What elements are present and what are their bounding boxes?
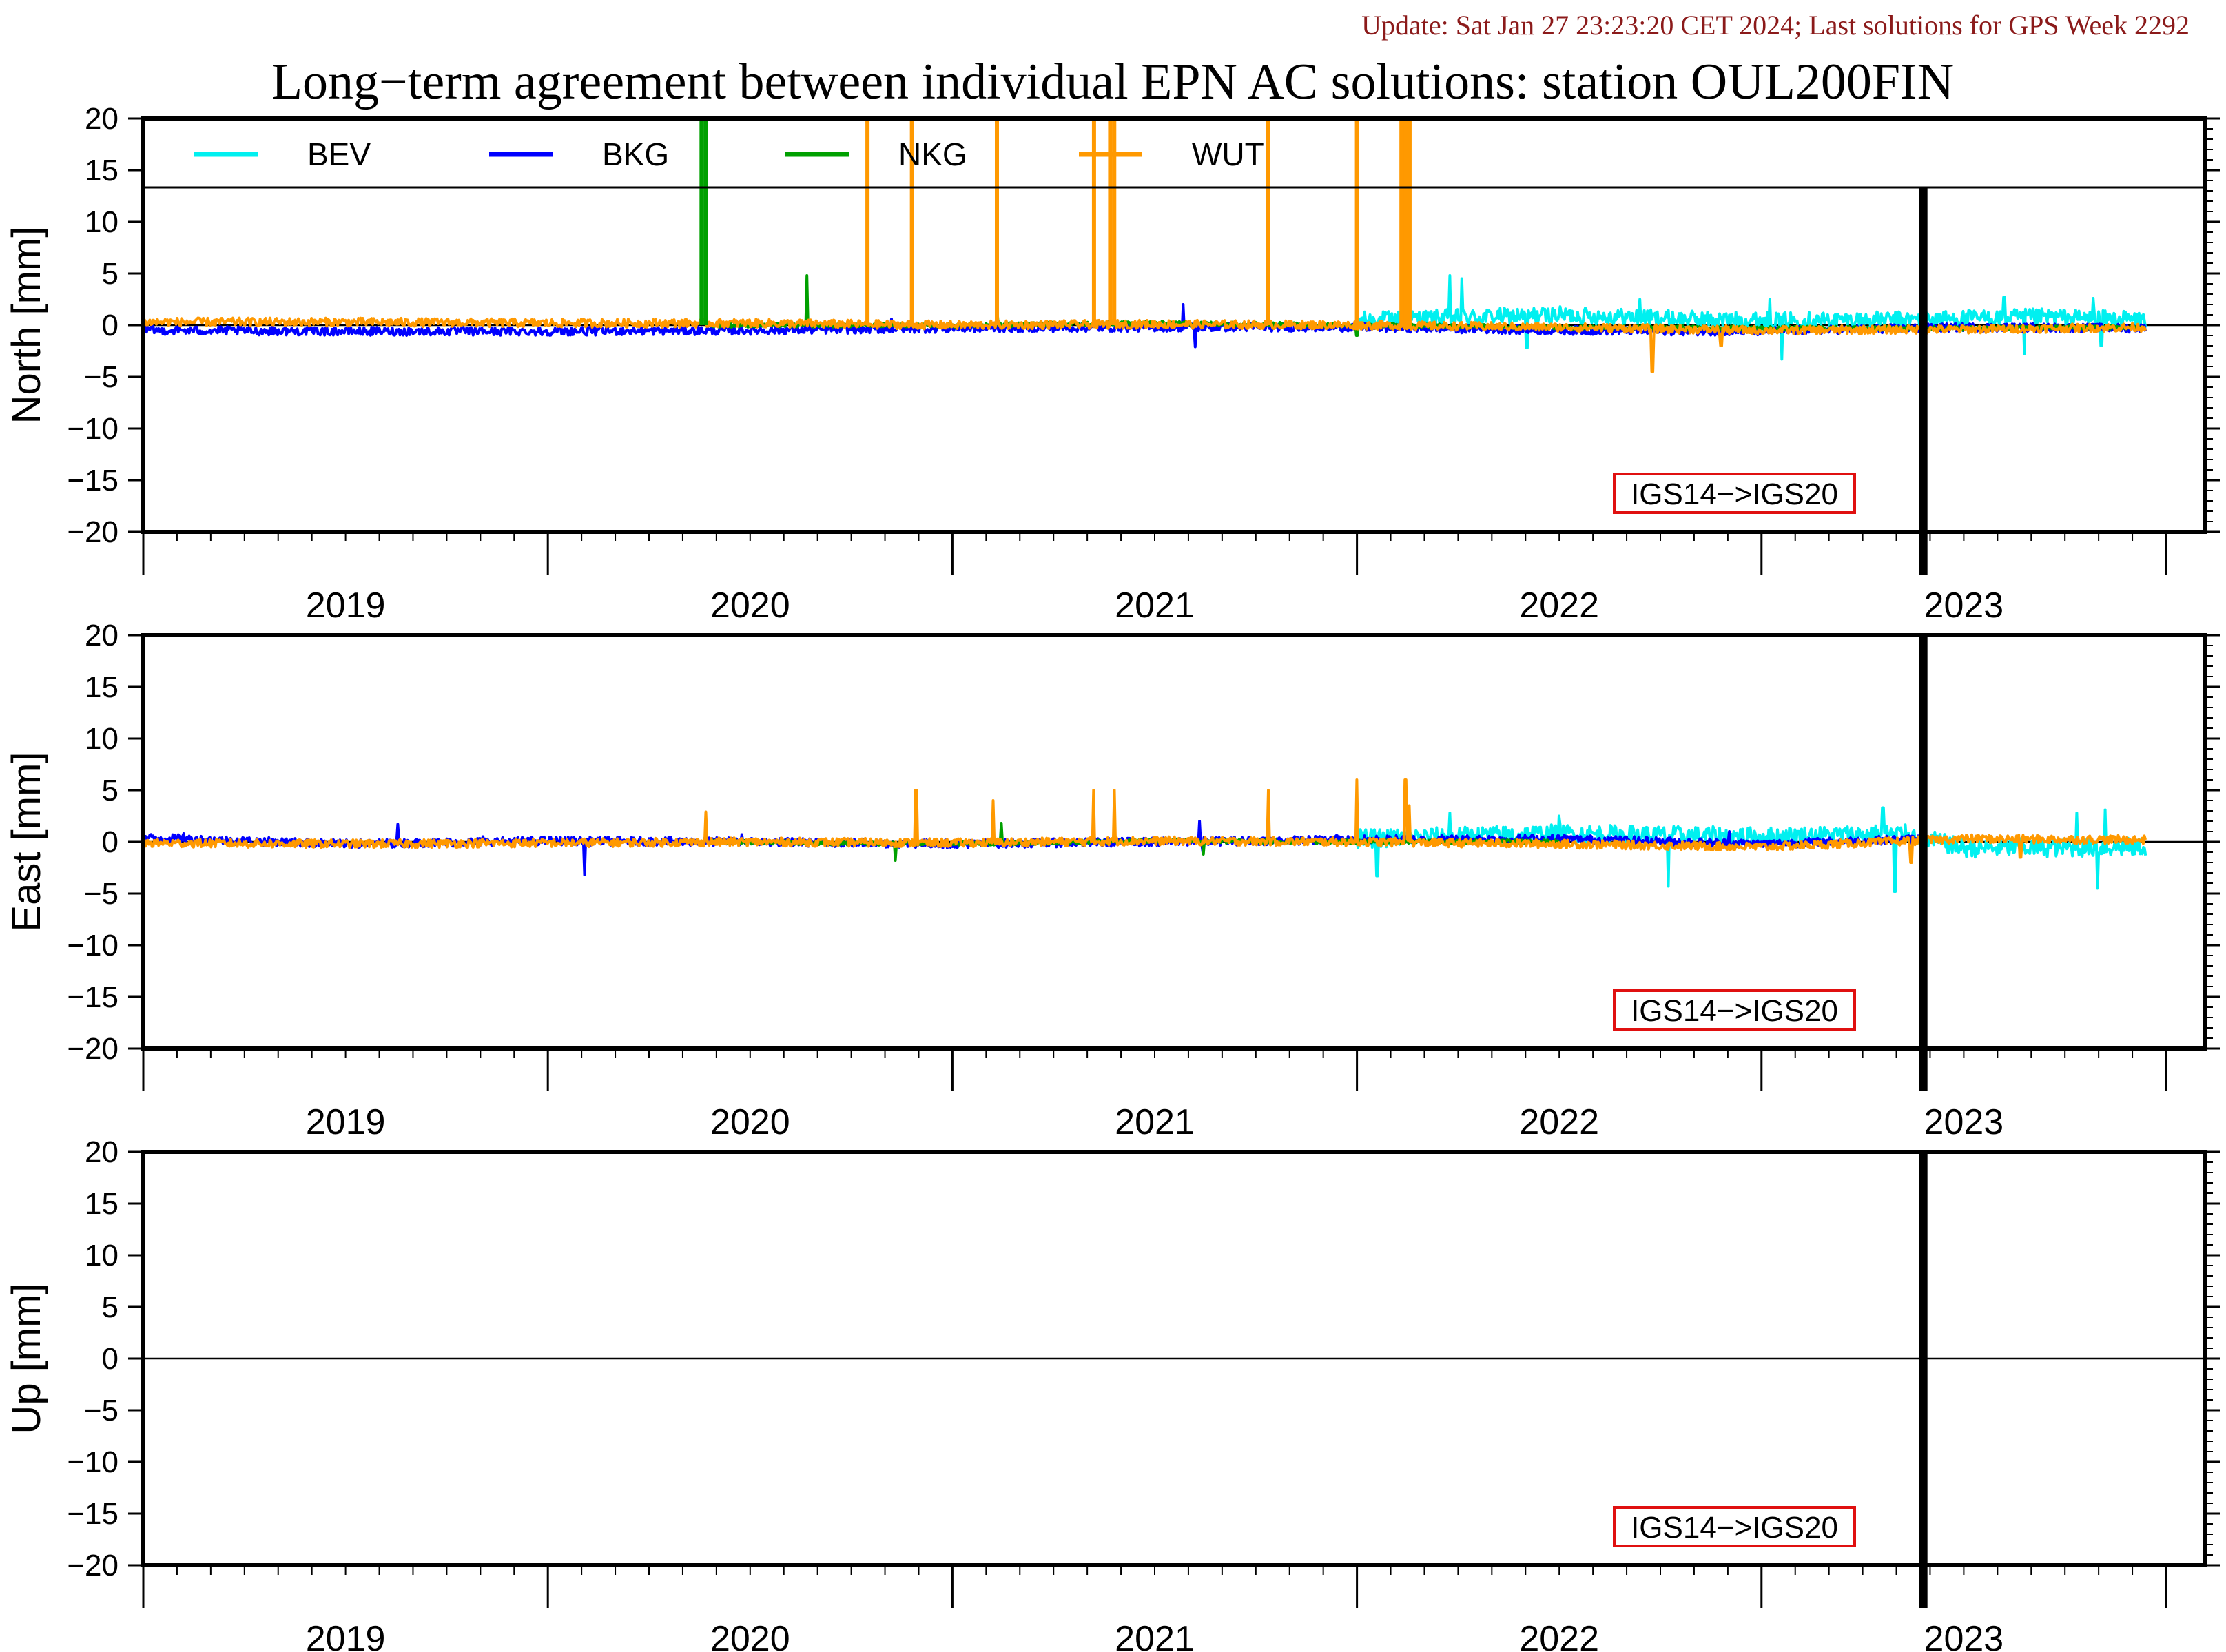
x-year-label: 2022: [1519, 1619, 1599, 1652]
y-tick-label: 5: [102, 1290, 118, 1324]
y-tick-label: 20: [85, 619, 118, 652]
x-year-label: 2019: [306, 1619, 386, 1652]
series-group: [143, 778, 2147, 893]
frame-change-box: [1613, 473, 1856, 514]
y-tick-label: −10: [67, 1445, 118, 1479]
series-line-wut: [143, 778, 2147, 864]
x-year-label: 2020: [710, 1102, 790, 1142]
update-timestamp: Update: Sat Jan 27 23:23:20 CET 2024; La…: [1361, 10, 2189, 41]
y-tick-label: −15: [67, 1497, 118, 1531]
legend-label-nkg: NKG: [898, 136, 967, 172]
x-year-label: 2020: [710, 1619, 790, 1652]
y-tick-label: 15: [85, 1187, 118, 1221]
y-axis-label: East [mm]: [4, 752, 49, 931]
y-tick-label: −5: [84, 877, 118, 911]
y-tick-label: 0: [102, 825, 118, 859]
y-tick-label: 10: [85, 722, 118, 756]
series-group: [143, 118, 2147, 373]
frame-change-label: IGS14−>IGS20: [1631, 994, 1838, 1028]
chart-title: Long−term agreement between individual E…: [271, 54, 1954, 110]
frame-change-label: IGS14−>IGS20: [1631, 1511, 1838, 1545]
x-axis: 2019 2020 2021 2022 2023: [142, 532, 2167, 626]
x-axis: 2019 2020 2021 2022 2023: [142, 1049, 2167, 1142]
y-tick-label: −20: [67, 515, 118, 549]
x-year-label: 2023: [1924, 1102, 2004, 1142]
y-tick-label: 20: [85, 102, 118, 136]
legend: BEV BKG NKG WUT: [143, 136, 2205, 189]
panel-north: BEV BKG NKG WUT IGS14−>IGS20 20 15 10 5 0 −5 −10 −15…: [4, 102, 2220, 626]
x-axis: 2019 2020 2021 2022 2023: [142, 1565, 2167, 1652]
y-tick-label: −15: [67, 980, 118, 1014]
legend-label-wut: WUT: [1192, 136, 1264, 172]
series-line-wut: [143, 316, 2147, 373]
y-tick-label: 5: [102, 257, 118, 291]
y-tick-label: 10: [85, 205, 118, 239]
x-year-label: 2019: [306, 586, 386, 626]
y-tick-label: 5: [102, 774, 118, 807]
y-tick-label: −20: [67, 1549, 118, 1582]
x-year-label: 2020: [710, 586, 790, 626]
x-year-label: 2023: [1924, 1619, 2004, 1652]
legend-label-bev: BEV: [307, 136, 371, 172]
x-year-label: 2023: [1924, 586, 2004, 626]
y-tick-label: −5: [84, 360, 118, 394]
y-tick-label: −15: [67, 464, 118, 497]
y-axis-label: Up [mm]: [4, 1283, 49, 1434]
frame-change-box: [1613, 989, 1856, 1031]
y-tick-label: 10: [85, 1239, 118, 1272]
frame-change-box: [1613, 1506, 1856, 1547]
x-year-label: 2021: [1115, 1619, 1195, 1652]
y-tick-label: 20: [85, 1135, 118, 1169]
series-line-bev: [1355, 274, 2147, 361]
legend-label-bkg: BKG: [602, 136, 669, 172]
y-tick-label: −5: [84, 1394, 118, 1427]
y-tick-label: 0: [102, 1342, 118, 1376]
y-tick-label: 0: [102, 309, 118, 342]
panel-east: IGS14−>IGS20 20 15 10 5 0 −5 −10 −15 −20 East [mm]…: [4, 619, 2220, 1142]
panel-up: IGS14−>IGS20 20 15 10 5 0 −5 −10 −15 −20 Up [mm] 20…: [4, 1135, 2220, 1652]
plot-panels: BEV BKG NKG WUT IGS14−>IGS20 20 15 10 5 0 −5 −10 −15…: [4, 102, 2220, 1652]
x-year-label: 2022: [1519, 586, 1599, 626]
y-tick-label: −20: [67, 1032, 118, 1066]
y-tick-label: −10: [67, 412, 118, 446]
y-tick-label: −10: [67, 929, 118, 962]
frame-change-label: IGS14−>IGS20: [1631, 477, 1838, 511]
x-year-label: 2019: [306, 1102, 386, 1142]
x-year-label: 2021: [1115, 586, 1195, 626]
y-tick-label: 15: [85, 670, 118, 704]
y-axis-label: North [mm]: [4, 227, 49, 424]
x-year-label: 2021: [1115, 1102, 1195, 1142]
x-year-label: 2022: [1519, 1102, 1599, 1142]
y-tick-label: 15: [85, 154, 118, 187]
